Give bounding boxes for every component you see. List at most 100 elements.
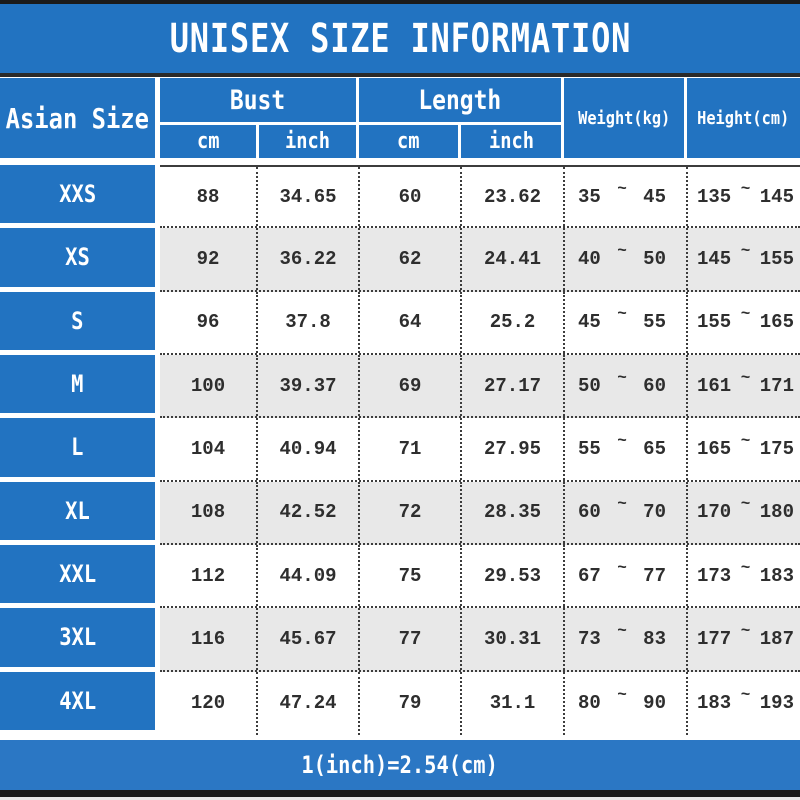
bust-cm-cell: 116 [190,627,226,650]
length-cm-cell: 75 [358,544,460,607]
height-max: 187 [759,627,794,650]
bust-inch-cell: 37.8 [256,291,358,353]
table-row: XXL 112 44.09 75 29.53 67 ~ 77 173 ~ 183 [0,544,800,609]
height-range-cell: 173 ~ 183 [686,544,800,607]
weight-range-cell: 60 ~ 70 [563,481,686,543]
size-label: 3XL [59,623,96,652]
table-row: S 96 37.8 64 25.2 45 ~ 55 155 ~ 165 [0,291,800,355]
height-max: 175 [759,437,794,460]
row-cells: 96 37.8 64 25.2 45 ~ 55 155 ~ 165 [160,291,800,355]
weight-min: 80 [578,692,601,715]
tilde-separator: ~ [617,431,627,450]
length-cm-cell: 71 [358,418,460,480]
bust-inch-cell: 36.22 [256,228,358,290]
weight-max: 90 [643,692,666,715]
height-min: 135 [697,185,732,208]
table-row: 3XL 116 45.67 77 30.31 73 ~ 83 177 ~ 187 [0,608,800,672]
header-body-gap [0,158,800,165]
table-row: XXS 88 34.65 60 23.62 35 ~ 45 135 ~ 145 [0,165,800,229]
bust-cm-cell: 88 [196,185,220,208]
size-label: S [71,306,84,335]
weight-max: 65 [643,437,666,460]
size-column: XXL [0,544,160,609]
height-range-cell: 155 ~ 165 [686,291,800,353]
bust-cm-cell: 120 [190,692,226,715]
weight-range-cell: 73 ~ 83 [563,608,686,670]
weight-min: 73 [578,627,601,650]
tilde-separator: ~ [740,241,751,260]
length-inch-cell: 23.62 [460,167,563,227]
tilde-separator: ~ [740,495,751,514]
length-cm-cell: 60 [358,167,460,227]
size-cell: 4XL [0,671,155,730]
header-asian-size: Asian Size [0,78,155,158]
page-title: UNISEX SIZE INFORMATION [169,15,631,62]
bust-inch-cell: 44.09 [256,544,358,607]
header-bust-cm: cm [160,125,256,158]
size-label: M [71,370,84,399]
size-cell: XXL [0,544,155,604]
tilde-separator: ~ [740,305,751,324]
height-range-cell: 183 ~ 193 [686,671,800,735]
weight-range-cell: 67 ~ 77 [563,544,686,607]
tilde-separator: ~ [740,621,751,640]
bust-cm-cell: 92 [196,247,220,270]
bust-cm-cell: 108 [190,501,226,524]
height-min: 165 [697,437,732,460]
length-cm-cell: 69 [358,354,460,417]
tilde-separator: ~ [617,368,627,387]
tilde-separator: ~ [617,495,627,514]
table-row: XS 92 36.22 62 24.41 40 ~ 50 145 ~ 155 [0,228,800,292]
weight-min: 55 [578,437,601,460]
tilde-separator: ~ [617,558,627,577]
tilde-separator: ~ [617,241,627,260]
length-inch-cell: 30.31 [460,608,563,670]
bust-cm-cell: 96 [196,311,220,334]
weight-range-cell: 40 ~ 50 [563,228,686,290]
row-cells: 100 39.37 69 27.17 50 ~ 60 161 ~ 171 [160,354,800,419]
table-row: XL 108 42.52 72 28.35 60 ~ 70 170 ~ 180 [0,481,800,545]
height-range-cell: 177 ~ 187 [686,608,800,670]
weight-min: 45 [578,311,601,334]
length-cm-cell: 72 [358,481,460,543]
height-range-cell: 145 ~ 155 [686,228,800,290]
size-column: 4XL [0,671,160,735]
bottom-bar [0,790,800,797]
header-height: Height(cm) [687,78,800,158]
tilde-separator: ~ [740,558,751,577]
size-label: 4XL [59,686,96,715]
length-cm-cell: 62 [358,228,460,290]
tilde-separator: ~ [617,686,627,705]
height-max: 145 [759,185,794,208]
table-header: Asian Size Bust cm inch Length cm inch W… [0,77,800,158]
weight-range-cell: 50 ~ 60 [563,354,686,417]
title-divider [0,73,800,77]
weight-min: 67 [578,564,601,587]
top-bar [0,0,800,4]
bottom-strip [0,797,800,800]
size-cell: L [0,418,155,477]
weight-max: 70 [643,501,666,524]
bust-inch-cell: 34.65 [256,167,358,227]
size-column: XXS [0,165,160,229]
size-column: S [0,291,160,355]
size-column: XL [0,481,160,545]
bust-inch-cell: 47.24 [256,671,358,735]
size-cell: XXS [0,165,155,224]
bust-inch-cell: 40.94 [256,418,358,480]
header-length-inch: inch [461,125,561,158]
tilde-separator: ~ [617,305,627,324]
header-bust: Bust [160,78,356,122]
row-cells: 116 45.67 77 30.31 73 ~ 83 177 ~ 187 [160,608,800,672]
bust-cm-cell: 112 [190,564,226,587]
bust-inch-cell: 45.67 [256,608,358,670]
bust-cm-cell: 104 [190,437,226,460]
length-inch-cell: 28.35 [460,481,563,543]
size-label: L [71,433,84,462]
size-label: XXL [59,560,96,589]
height-range-cell: 135 ~ 145 [686,167,800,227]
size-column: M [0,354,160,419]
weight-max: 50 [643,247,666,270]
size-cell: 3XL [0,608,155,667]
row-cells: 88 34.65 60 23.62 35 ~ 45 135 ~ 145 [160,165,800,229]
